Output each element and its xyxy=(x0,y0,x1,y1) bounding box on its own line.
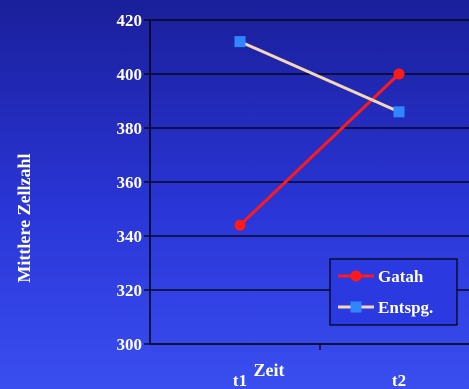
x-tick-labels: t1 t2 xyxy=(233,371,406,389)
data-point xyxy=(234,219,246,231)
x-tick-label: t1 xyxy=(233,371,247,389)
data-point xyxy=(393,68,405,80)
series-line xyxy=(239,40,400,114)
x-axis-label: Zeit xyxy=(254,360,285,380)
legend-marker xyxy=(350,301,362,313)
legend-label: Entspg. xyxy=(378,298,433,317)
y-tick-label: 340 xyxy=(117,227,143,246)
y-tick-label: 380 xyxy=(117,119,143,138)
legend-marker xyxy=(350,270,362,282)
x-tick-label: t2 xyxy=(392,371,406,389)
y-tick-label: 420 xyxy=(117,11,143,30)
series xyxy=(234,36,405,231)
y-tick-label: 400 xyxy=(117,65,143,84)
y-tick-label: 320 xyxy=(117,281,143,300)
y-axis-label: Mittlere Zellzahl xyxy=(14,153,34,282)
data-point xyxy=(234,36,246,48)
series-line xyxy=(238,72,401,227)
axes xyxy=(149,20,469,350)
y-tick-labels: 300 320 340 360 380 400 420 xyxy=(117,11,143,354)
y-tick-label: 300 xyxy=(117,335,143,354)
grid-lines xyxy=(144,19,469,345)
legend: Gatah Entspg. xyxy=(329,258,458,326)
legend-box xyxy=(329,258,458,326)
y-tick-label: 360 xyxy=(117,173,143,192)
data-point xyxy=(393,106,405,118)
legend-label: Gatah xyxy=(378,267,424,286)
